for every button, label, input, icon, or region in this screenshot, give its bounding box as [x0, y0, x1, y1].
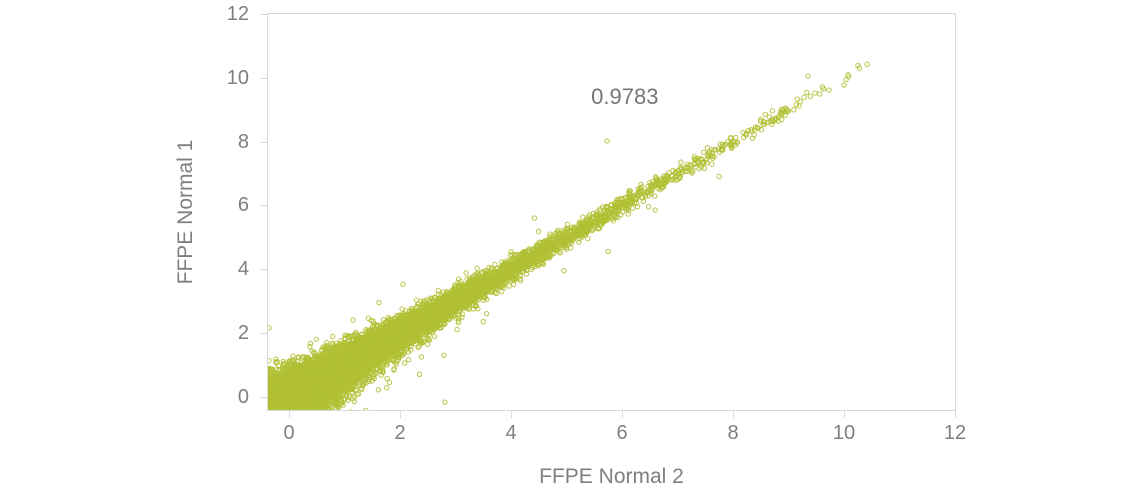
- x-tick-mark: [733, 411, 735, 418]
- x-tick-label: 8: [727, 422, 739, 444]
- x-tick-label: 4: [505, 422, 517, 444]
- x-tick-mark: [400, 411, 402, 418]
- x-tick-label: 0: [283, 422, 295, 444]
- x-axis-title: FFPE Normal 2: [539, 465, 684, 488]
- x-tick-mark: [511, 411, 513, 418]
- correlation-coefficient-annotation: 0.9783: [591, 83, 659, 109]
- y-tick-mark: [260, 141, 268, 143]
- y-tick-mark: [260, 396, 268, 398]
- x-tick-label: 6: [616, 422, 628, 444]
- y-tick-label: 4: [237, 258, 249, 281]
- y-axis-title: FFPE Normal 1: [174, 139, 197, 285]
- x-tick-mark: [955, 411, 956, 418]
- y-tick-label: 0: [237, 385, 249, 408]
- y-tick-label: 6: [237, 194, 249, 217]
- scatter-points-canvas: [268, 14, 955, 410]
- y-tick-mark: [260, 269, 268, 271]
- x-tick-mark: [844, 411, 845, 418]
- y-tick-label: 10: [226, 66, 249, 89]
- x-tick-mark: [289, 411, 291, 418]
- y-tick-mark: [260, 14, 268, 15]
- x-tick-label: 10: [832, 422, 856, 444]
- y-tick-mark: [260, 205, 268, 207]
- plot-area: 0.9783: [267, 13, 956, 411]
- x-tick-label: 2: [394, 422, 406, 444]
- x-tick-mark: [622, 411, 624, 418]
- y-tick-label: 2: [237, 321, 249, 344]
- y-tick-label: 8: [237, 130, 249, 153]
- x-tick-label: 12: [943, 422, 967, 444]
- y-tick-mark: [260, 332, 268, 334]
- y-tick-label: 12: [226, 3, 249, 25]
- y-tick-mark: [260, 77, 268, 79]
